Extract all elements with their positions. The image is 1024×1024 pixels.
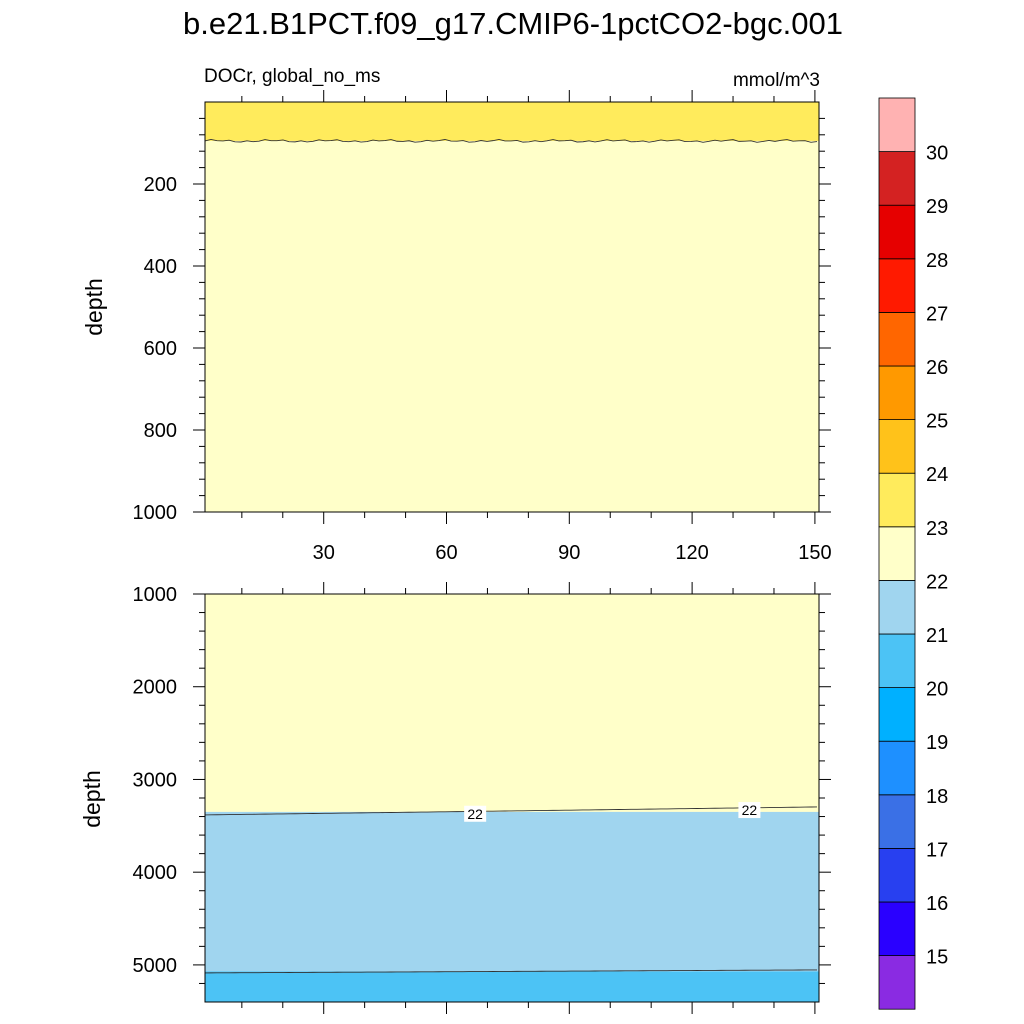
upper-panel-ticks: 200 400 600 800 1000 30 60 90 120 150 (133, 90, 832, 564)
colorbar-label: 22 (926, 571, 948, 593)
band-23-24 (205, 102, 819, 141)
colorbar-swatch (878, 901, 916, 956)
colorbar-swatch (878, 311, 916, 367)
upper-panel: 200 400 600 800 1000 30 60 90 120 150 depth (81, 90, 832, 564)
y-tick-label: 4000 (133, 862, 178, 884)
y-tick-label: 600 (144, 338, 177, 360)
upper-contour-line-23 (204, 139, 818, 143)
colorbar: 15 16 17 18 19 20 21 22 23 24 25 26 27 28 29 30 (878, 97, 948, 1010)
colorbar-label: 27 (926, 303, 948, 325)
x-tick-label: 30 (313, 542, 335, 564)
contour-label-box (738, 802, 761, 819)
lower-contour-line-22 (204, 806, 818, 816)
y-tick-label: 800 (144, 420, 177, 442)
chart-title: b.e21.B1PCT.f09_g17.CMIP6-1pctCO2-bgc.00… (183, 6, 843, 41)
upper-panel-bands (205, 102, 819, 512)
upper-panel-frame (204, 101, 820, 513)
band-22-23 (205, 594, 819, 812)
y-tick-label: 5000 (133, 955, 178, 977)
colorbar-swatch (878, 526, 916, 581)
colorbar-label: 18 (926, 786, 948, 808)
colorbar-label: 29 (926, 196, 948, 218)
colorbar-swatch (878, 258, 916, 313)
x-tick-label: 90 (558, 542, 580, 564)
colorbar-label: 20 (926, 679, 948, 701)
colorbar-swatch (878, 472, 916, 528)
colorbar-label: 15 (926, 947, 948, 969)
lower-panel-bands (205, 594, 819, 1002)
lower-y-axis-label: depth (79, 770, 105, 828)
y-tick-label: 1000 (133, 584, 178, 606)
colorbar-swatch (878, 97, 916, 152)
x-tick-label: 120 (675, 542, 708, 564)
colorbar-swatch (878, 419, 916, 474)
colorbar-label: 28 (926, 250, 948, 272)
band-20-21 (205, 971, 819, 1002)
lower-panel: 22 22 1000 2000 3000 4000 5000 depth (79, 582, 831, 1014)
y-tick-label: 200 (144, 174, 177, 196)
colorbar-label: 24 (926, 464, 948, 486)
colorbar-swatch (878, 740, 916, 796)
colorbar-swatch (878, 633, 916, 688)
colorbar-swatch (878, 687, 916, 742)
band-21-22 (205, 811, 819, 972)
y-tick-label: 3000 (133, 769, 178, 791)
colorbar-swatch (878, 794, 916, 849)
band-22-23 (205, 140, 819, 512)
colorbar-label: 16 (926, 893, 948, 915)
y-tick-label: 2000 (133, 677, 178, 699)
colorbar-label: 19 (926, 732, 948, 754)
variable-label: DOCr, global_no_ms (204, 66, 380, 87)
contour-label: 22 (467, 806, 483, 822)
colorbar-swatch (878, 365, 916, 420)
y-tick-label: 1000 (133, 502, 178, 524)
contour-label-box (464, 805, 487, 822)
lower-panel-frame (204, 593, 820, 1003)
lower-contour-labels: 22 22 (464, 802, 761, 822)
colorbar-label: 26 (926, 357, 948, 379)
colorbar-swatch (878, 955, 916, 1010)
x-tick-label: 60 (435, 542, 457, 564)
units-label: mmol/m^3 (733, 70, 820, 91)
colorbar-swatch (878, 848, 916, 903)
contour-label: 22 (742, 802, 758, 818)
colorbar-label: 25 (926, 411, 948, 433)
x-tick-label: 150 (798, 542, 831, 564)
colorbar-swatch (878, 151, 916, 206)
colorbar-label: 30 (926, 143, 948, 165)
colorbar-swatch (878, 204, 916, 260)
y-tick-label: 400 (144, 256, 177, 278)
colorbar-swatch (878, 580, 916, 635)
lower-contour-line-21 (204, 969, 818, 974)
lower-panel-ticks: 1000 2000 3000 4000 5000 (133, 582, 831, 1014)
colorbar-label: 17 (926, 839, 948, 861)
colorbar-label: 23 (926, 518, 948, 540)
upper-y-axis-label: depth (81, 278, 107, 336)
colorbar-label: 21 (926, 625, 948, 647)
